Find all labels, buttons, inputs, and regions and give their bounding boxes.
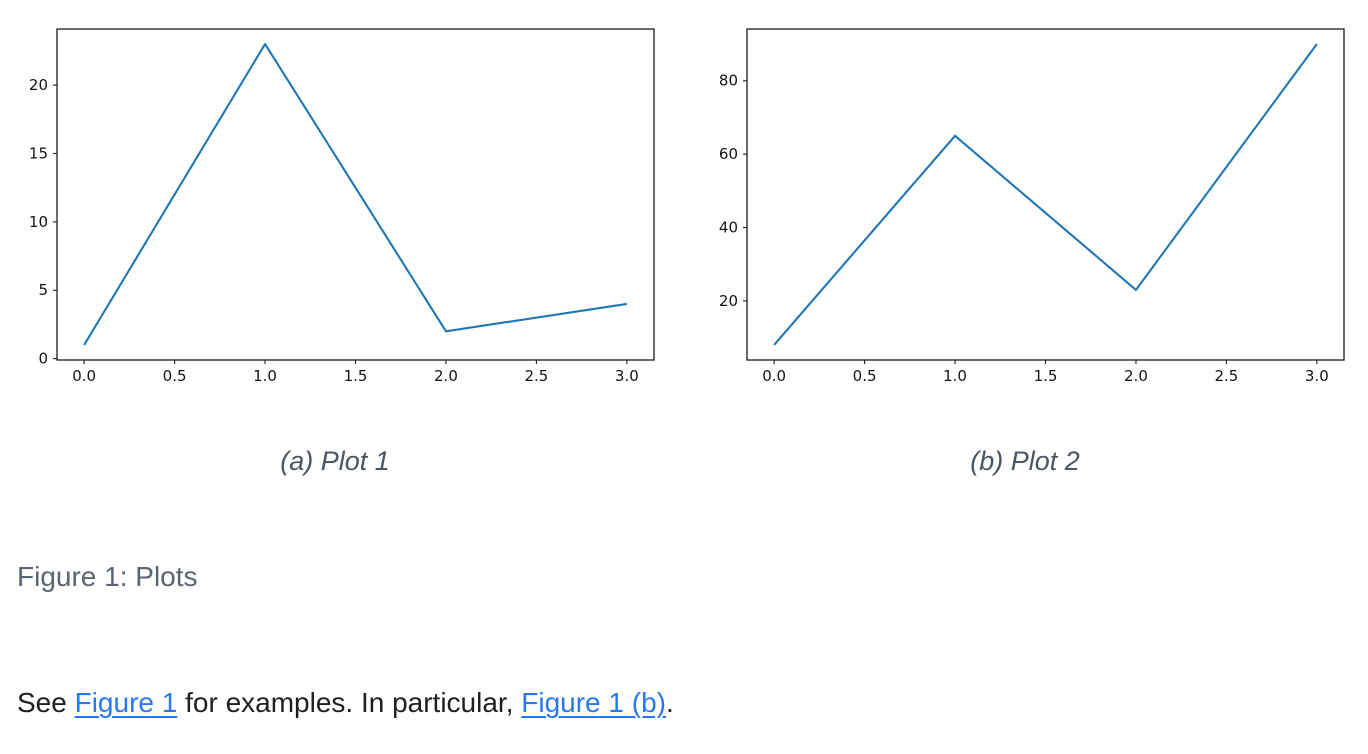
x-tick-label: 2.5: [1214, 367, 1238, 385]
x-tick-label: 2.0: [1124, 367, 1148, 385]
x-tick-label: 1.0: [943, 367, 967, 385]
x-tick-label: 2.0: [434, 367, 458, 385]
plot-b: 0.0 0.5 1.0 1.5 2.0 2.5 3.0 20 40 60 80: [719, 28, 1345, 385]
x-tick-label: 1.0: [253, 367, 277, 385]
paragraph-text: for examples. In particular,: [177, 687, 522, 718]
body-paragraph: See Figure 1 for examples. In particular…: [17, 685, 1368, 721]
y-tick-label: 0: [38, 350, 48, 368]
y-tick-label: 15: [29, 144, 48, 162]
y-tick-label: 80: [719, 72, 738, 90]
plot-frame: [56, 28, 655, 361]
figure-1-link[interactable]: Figure 1: [74, 687, 178, 718]
x-tick-label: 3.0: [1305, 367, 1329, 385]
y-tick-label: 20: [719, 292, 738, 310]
data-line: [773, 43, 1318, 346]
y-tick-label: 60: [719, 145, 738, 163]
data-line: [83, 42, 628, 346]
subfigure-b: 0.0 0.5 1.0 1.5 2.0 2.5 3.0 20 40 60 80 (b) Plot 2: [703, 8, 1347, 477]
x-tick-label: 0.0: [762, 367, 786, 385]
x-tick-label: 3.0: [615, 367, 639, 385]
y-tick-label: 10: [29, 213, 48, 231]
x-tick-label: 0.0: [72, 367, 96, 385]
figure-1: 0.0 0.5 1.0 1.5 2.0 2.5 3.0 0 5 10 15 20 (a) Plot 1…: [13, 8, 1347, 477]
y-tick-label: 40: [719, 219, 738, 237]
paragraph-text: .: [665, 687, 674, 718]
plot-a: 0.0 0.5 1.0 1.5 2.0 2.5 3.0 0 5 10 15 20: [29, 28, 655, 385]
x-tick-label: 1.5: [344, 367, 368, 385]
plot-frame: [746, 28, 1345, 361]
y-tick-label: 20: [29, 76, 48, 94]
x-tick-label: 0.5: [853, 367, 877, 385]
subfigure-a: 0.0 0.5 1.0 1.5 2.0 2.5 3.0 0 5 10 15 20 (a) Plot 1: [13, 8, 657, 477]
subfigure-b-caption: (b) Plot 2: [970, 446, 1080, 476]
x-tick-label: 1.5: [1034, 367, 1058, 385]
subfigure-a-caption: (a) Plot 1: [280, 446, 390, 476]
x-tick-label: 2.5: [524, 367, 548, 385]
paragraph-text: See: [17, 687, 75, 718]
figure-1b-link[interactable]: Figure 1 (b): [521, 687, 666, 718]
y-tick-label: 5: [38, 281, 48, 299]
x-tick-label: 0.5: [163, 367, 187, 385]
figure-caption: Figure 1: Plots: [17, 561, 198, 592]
